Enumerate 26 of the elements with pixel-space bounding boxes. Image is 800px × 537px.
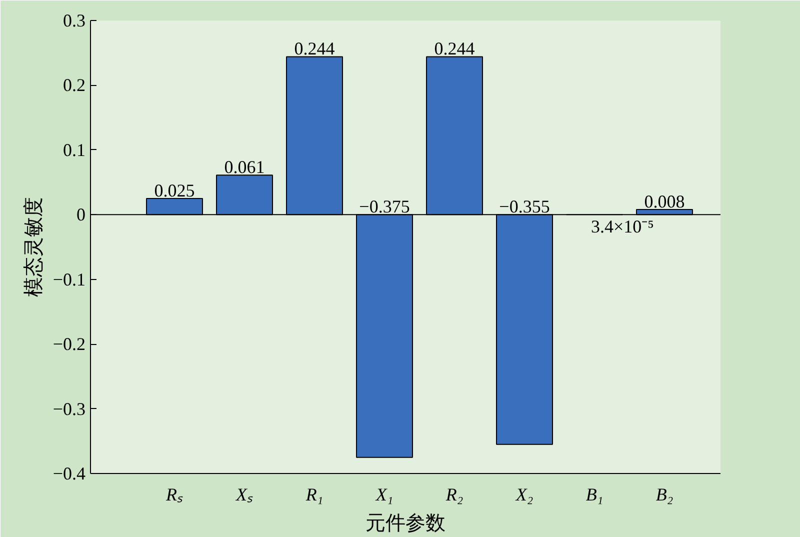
data-label: 0.008 bbox=[644, 191, 685, 212]
y-tick-label: 0.2 bbox=[63, 75, 86, 96]
y-tick-label: −0.2 bbox=[52, 334, 86, 354]
y-tick-label: −0.1 bbox=[52, 269, 86, 290]
y-tick-label: 0.1 bbox=[63, 140, 86, 160]
x-tick-label: B₂ bbox=[656, 484, 674, 504]
x-tick-label: R₁ bbox=[304, 484, 324, 504]
x-axis-title: 元件参数 bbox=[366, 512, 446, 534]
data-label: −0.355 bbox=[499, 196, 550, 217]
data-label: 0.025 bbox=[154, 180, 195, 200]
y-tick-label: 0.3 bbox=[63, 10, 86, 30]
y-tick-label: −0.4 bbox=[52, 464, 86, 484]
x-tick-label: B₁ bbox=[586, 484, 604, 504]
x-tick-label: Xₛ bbox=[235, 484, 253, 504]
data-label: 3.4×10⁻⁵ bbox=[591, 216, 654, 237]
data-label: 0.244 bbox=[294, 38, 335, 59]
y-tick-label: 0 bbox=[76, 204, 86, 225]
y-tick-label: −0.3 bbox=[52, 398, 86, 419]
y-axis-title: 模态灵敏度 bbox=[22, 197, 45, 297]
x-tick-label: X₂ bbox=[514, 484, 534, 504]
data-label: 0.244 bbox=[434, 38, 475, 59]
data-label: 0.061 bbox=[224, 157, 265, 178]
x-tick-label: X₁ bbox=[374, 484, 394, 504]
x-tick-label: Rₛ bbox=[165, 484, 183, 504]
data-label: −0.375 bbox=[359, 196, 410, 217]
x-tick-label: R₂ bbox=[444, 484, 464, 504]
